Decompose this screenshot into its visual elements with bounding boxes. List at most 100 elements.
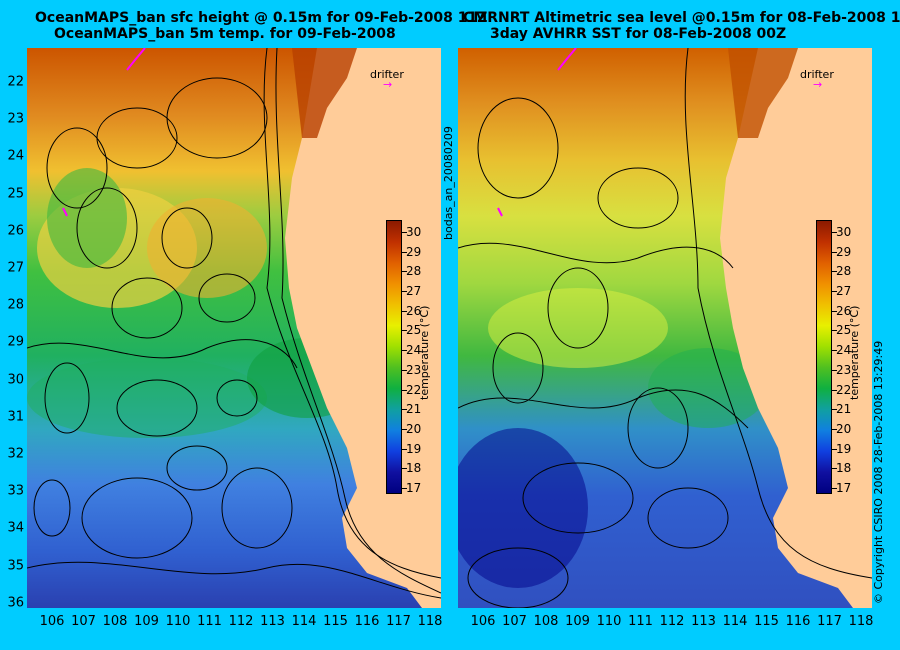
lat-tick-label: 23 [7, 111, 24, 127]
lat-tick-label: 29 [7, 334, 24, 350]
drifter-tracks [497, 48, 577, 217]
lon-tick-label: 117 [386, 614, 411, 629]
lat-tick-label: 32 [7, 446, 24, 462]
right-colorbar-label: temperature (°C) [848, 305, 861, 400]
lon-tick-label: 109 [134, 614, 159, 629]
lat-tick-label: 36 [7, 595, 24, 611]
right-title-line2: 3day AVHRR SST for 08-Feb-2008 00Z [490, 26, 787, 42]
lon-tick-label: 115 [323, 614, 348, 629]
colorbar-tick-mark [402, 448, 407, 450]
colorbar-tick-label: 24 [406, 343, 422, 358]
colorbar-tick-mark [832, 232, 837, 233]
colorbar-tick-mark [832, 350, 837, 352]
colorbar-tick-mark [832, 330, 837, 332]
colorbar-tick-mark [832, 468, 837, 470]
lon-tick-label: 106 [470, 614, 496, 629]
lat-tick-label: 30 [7, 372, 24, 388]
run-id-label: bodas_an_20080209 [442, 126, 455, 240]
colorbar-tick-label: 20 [836, 421, 852, 436]
lat-tick-label: 28 [7, 297, 24, 313]
left-title-line1: OceanMAPS_ban sfc height @ 0.15m for 09-… [35, 10, 488, 26]
colorbar-tick-label: 20 [406, 421, 422, 436]
colorbar-tick-label: 19 [836, 441, 852, 456]
sea-level-contours [27, 48, 441, 599]
lon-tick-label: 111 [197, 614, 222, 629]
copyright-label: © Copyright CSIRO 2008 28-Feb-2008 13:29… [872, 340, 885, 604]
lon-tick-label: 108 [533, 614, 559, 629]
lon-tick-label: 116 [354, 614, 380, 629]
lon-tick-label: 113 [260, 614, 285, 629]
colorbar-tick-mark [402, 310, 407, 312]
lat-tick-label: 25 [7, 186, 24, 202]
lat-tick-label: 31 [7, 409, 24, 425]
lon-tick-label: 111 [628, 614, 653, 629]
colorbar-tick-mark [832, 389, 837, 391]
right-sst-map [458, 48, 872, 608]
colorbar-tick-mark [402, 488, 407, 489]
lat-tick-label: 33 [7, 483, 24, 499]
right-colorbar-gradient [816, 220, 832, 494]
left-map-panel[interactable] [27, 48, 441, 608]
colorbar-tick-label: 22 [406, 382, 422, 397]
colorbar-tick-mark [402, 232, 407, 233]
colorbar-tick-label: 18 [836, 461, 852, 476]
left-title-line2: OceanMAPS_ban 5m temp. for 09-Feb-2008 [54, 26, 396, 42]
colorbar-tick-mark [832, 369, 837, 371]
lon-tick-label: 117 [817, 614, 842, 629]
lon-tick-label: 118 [848, 614, 874, 629]
land-mass [285, 48, 441, 608]
colorbar-tick-label: 26 [836, 303, 852, 318]
colorbar-tick-mark [832, 291, 837, 293]
right-lon-axis: 106 107 108 109 110 111 112 113 114 115 116 117 118 [458, 610, 874, 636]
lat-tick-label: 22 [7, 74, 24, 90]
lat-tick-label: 27 [7, 260, 24, 276]
colorbar-tick-mark [402, 369, 407, 371]
colorbar-tick-mark [402, 350, 407, 352]
colorbar-tick-mark [832, 428, 837, 430]
colorbar-tick-mark [402, 271, 407, 273]
left-sst-map [27, 48, 441, 608]
colorbar-tick-mark [402, 291, 407, 293]
lon-tick-label: 106 [39, 614, 65, 629]
lon-tick-label: 118 [417, 614, 443, 629]
colorbar-tick-mark [832, 409, 837, 411]
lon-tick-label: 110 [596, 614, 622, 629]
right-drifter-label: drifter [800, 68, 834, 81]
lon-tick-label: 107 [502, 614, 527, 629]
colorbar-tick-label: 18 [406, 461, 422, 476]
land-mass [720, 48, 872, 608]
colorbar-tick-label: 25 [836, 323, 852, 338]
colorbar-tick-mark [402, 428, 407, 430]
lon-tick-label: 112 [228, 614, 254, 629]
right-drifter-icon: → [813, 78, 823, 91]
left-lat-axis: 22 23 24 25 26 27 28 29 30 31 32 33 34 35 36 [0, 48, 26, 611]
colorbar-tick-label: 25 [406, 323, 422, 338]
colorbar-tick-label: 29 [836, 244, 852, 259]
colorbar-tick-label: 21 [836, 402, 852, 417]
lon-tick-label: 110 [165, 614, 191, 629]
colorbar-tick-mark [402, 330, 407, 332]
lon-tick-label: 113 [691, 614, 716, 629]
lat-tick-label: 34 [7, 520, 24, 536]
lon-tick-label: 115 [754, 614, 779, 629]
sea-level-contours [458, 48, 872, 608]
colorbar-tick-mark [832, 488, 837, 489]
lon-tick-label: 114 [291, 614, 317, 629]
colorbar-tick-mark [832, 448, 837, 450]
lon-tick-label: 108 [102, 614, 128, 629]
right-title-line1: CMRNRT Altimetric sea level @0.15m for 0… [463, 10, 900, 26]
lon-tick-label: 116 [785, 614, 811, 629]
colorbar-tick-mark [832, 271, 837, 273]
colorbar-tick-label: 19 [406, 441, 422, 456]
colorbar-tick-label: 30 [836, 225, 852, 239]
lat-tick-label: 35 [7, 558, 24, 574]
colorbar-tick-label: 29 [406, 244, 422, 259]
lon-tick-label: 114 [722, 614, 748, 629]
drifter-tracks [62, 48, 146, 217]
right-map-panel[interactable] [458, 48, 872, 608]
lon-tick-label: 107 [71, 614, 96, 629]
left-drifter-icon: → [383, 78, 393, 91]
left-drifter-label: drifter [370, 68, 404, 81]
colorbar-tick-mark [832, 310, 837, 312]
colorbar-tick-mark [402, 251, 407, 253]
